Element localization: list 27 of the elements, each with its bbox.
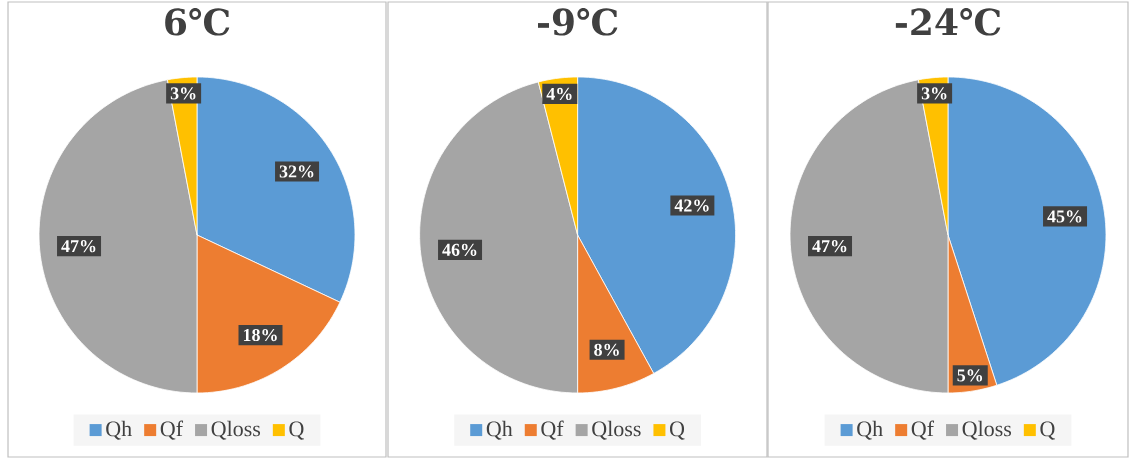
legend-label: Qf xyxy=(541,420,564,440)
data-label: 46% xyxy=(442,243,477,256)
data-label: 18% xyxy=(243,328,277,342)
chart-title: 6℃ xyxy=(165,8,230,36)
legend-label: Qloss xyxy=(211,420,261,440)
data-label: 3% xyxy=(921,87,947,100)
chart-title: -9℃ xyxy=(537,8,618,36)
data-label: 42% xyxy=(674,199,709,212)
legend-label: Qh xyxy=(486,420,513,440)
data-label: 32% xyxy=(279,165,314,178)
legend-label: Qh xyxy=(106,420,132,440)
data-label: 8% xyxy=(594,343,619,356)
legend-label: Q xyxy=(1040,421,1055,440)
legend-label: Qf xyxy=(160,420,184,440)
data-label: 47% xyxy=(61,240,96,253)
legend-label: Q xyxy=(670,421,685,440)
data-label: 4% xyxy=(546,87,572,101)
legend-label: Qh xyxy=(857,420,883,440)
data-label: 45% xyxy=(1047,210,1082,223)
chart-title: -24℃ xyxy=(895,8,1001,36)
data-label: 5% xyxy=(957,369,983,382)
data-label: 47% xyxy=(812,240,847,253)
legend-label: Qloss xyxy=(592,420,641,440)
legend-label: Q xyxy=(289,421,304,440)
legend-label: Qloss xyxy=(962,420,1012,440)
data-label: 3% xyxy=(170,87,196,100)
legend-label: Qf xyxy=(911,420,935,440)
